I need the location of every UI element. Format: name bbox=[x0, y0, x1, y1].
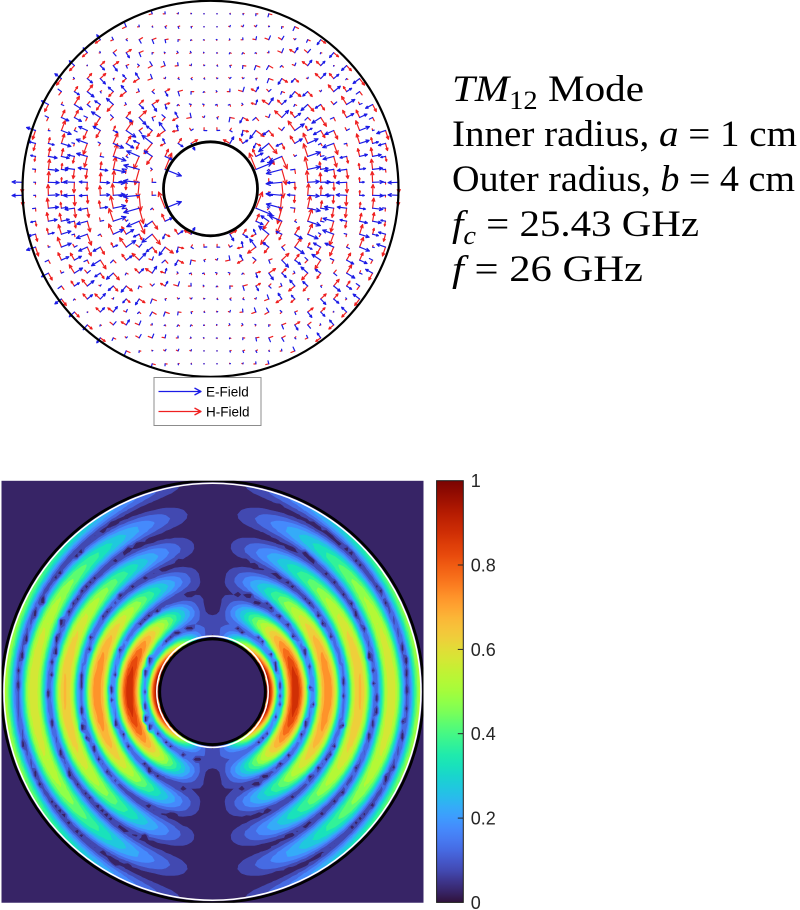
svg-text:1: 1 bbox=[471, 471, 481, 491]
svg-text:Inner radius, a = 1 cm: Inner radius, a = 1 cm bbox=[452, 114, 797, 155]
svg-text:0.4: 0.4 bbox=[471, 724, 496, 744]
svg-text:f = 26 GHz: f = 26 GHz bbox=[452, 249, 643, 290]
svg-text:H-Field: H-Field bbox=[206, 405, 250, 420]
svg-text:fc = 25.43 GHz: fc = 25.43 GHz bbox=[452, 204, 699, 250]
svg-text:0.8: 0.8 bbox=[471, 555, 496, 575]
svg-text:0: 0 bbox=[471, 893, 481, 910]
svg-text:0.6: 0.6 bbox=[471, 640, 496, 660]
svg-text:E-Field: E-Field bbox=[206, 385, 249, 400]
svg-text:0.2: 0.2 bbox=[471, 809, 496, 829]
svg-text:Outer radius, b = 4 cm: Outer radius, b = 4 cm bbox=[452, 159, 795, 200]
